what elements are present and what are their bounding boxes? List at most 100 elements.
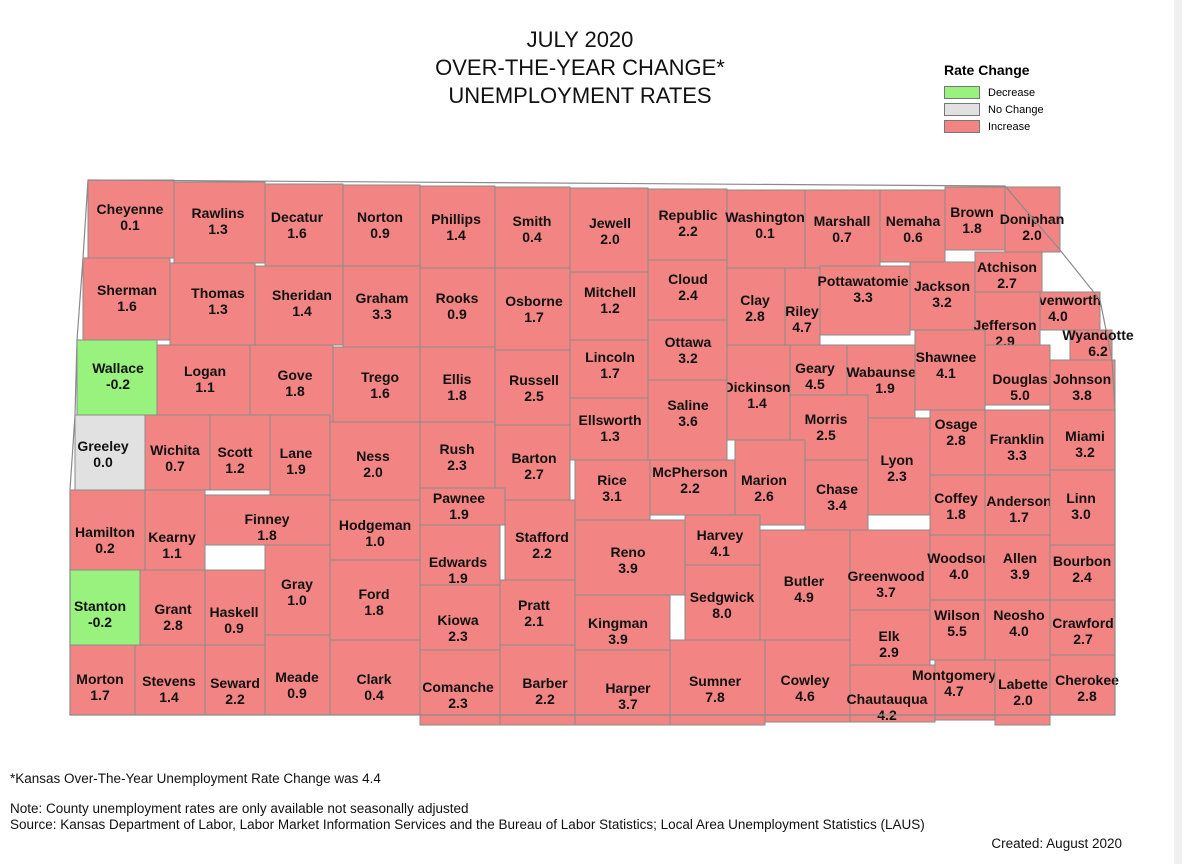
county-value-ellis: 1.8 bbox=[447, 387, 467, 403]
county-value-lincoln: 1.7 bbox=[600, 365, 620, 381]
county-name-neosho: Neosho bbox=[993, 607, 1044, 623]
county-value-montgomery: 4.7 bbox=[944, 683, 964, 699]
county-name-labette: Labette bbox=[998, 676, 1048, 692]
county-name-hamilton: Hamilton bbox=[75, 524, 135, 540]
county-value-franklin: 3.3 bbox=[1007, 447, 1027, 463]
county-name-anderson: Anderson bbox=[986, 493, 1051, 509]
county-name-rawlins: Rawlins bbox=[192, 205, 245, 221]
county-value-sumner: 7.8 bbox=[705, 689, 725, 705]
county-shape-johnson bbox=[1049, 359, 1116, 411]
county-name-elk: Elk bbox=[878, 628, 899, 644]
county-value-pawnee: 1.9 bbox=[449, 506, 469, 522]
county-value-wallace: -0.2 bbox=[106, 376, 130, 392]
county-name-wilson: Wilson bbox=[934, 607, 980, 623]
county-name-greeley: Greeley bbox=[77, 438, 129, 454]
county-value-labette: 2.0 bbox=[1013, 692, 1033, 708]
county-value-kiowa: 2.3 bbox=[448, 628, 468, 644]
county-value-ottawa: 3.2 bbox=[678, 350, 698, 366]
county-value-rice: 3.1 bbox=[602, 488, 622, 504]
county-value-crawford: 2.7 bbox=[1073, 631, 1093, 647]
county-name-cloud: Cloud bbox=[668, 271, 708, 287]
county-name-ellis: Ellis bbox=[443, 371, 472, 387]
county-value-leavenworth: 4.0 bbox=[1048, 308, 1068, 324]
legend-label-decrease: Decrease bbox=[988, 86, 1036, 99]
county-value-morris: 2.5 bbox=[816, 427, 836, 443]
county-shape-miami bbox=[1049, 409, 1116, 471]
county-shape-sherman bbox=[82, 257, 171, 341]
county-value-stafford: 2.2 bbox=[532, 545, 552, 561]
county-name-wallace: Wallace bbox=[92, 360, 144, 376]
county-value-doniphan: 2.0 bbox=[1022, 227, 1042, 243]
county-value-haskell: 0.9 bbox=[224, 620, 244, 636]
county-name-ellsworth: Ellsworth bbox=[578, 412, 641, 428]
county-shape-republic bbox=[647, 188, 728, 261]
county-name-sherman: Sherman bbox=[97, 282, 157, 298]
county-name-smith: Smith bbox=[513, 213, 552, 229]
county-name-riley: Riley bbox=[785, 303, 819, 319]
county-name-norton: Norton bbox=[357, 209, 403, 225]
county-shape-sumner bbox=[669, 639, 766, 726]
county-value-dickinson: 1.4 bbox=[747, 395, 767, 411]
county-value-lyon: 2.3 bbox=[887, 468, 907, 484]
county-name-dickinson: Dickinson bbox=[724, 379, 791, 395]
source-text: Source: Kansas Department of Labor, Labo… bbox=[10, 817, 925, 832]
county-value-comanche: 2.3 bbox=[448, 695, 468, 711]
county-value-ford: 1.8 bbox=[364, 602, 384, 618]
county-name-barton: Barton bbox=[511, 450, 556, 466]
scrollbar-track[interactable] bbox=[1174, 0, 1182, 864]
county-name-douglas: Douglas bbox=[992, 371, 1047, 387]
county-name-rooks: Rooks bbox=[436, 290, 479, 306]
county-name-kingman: Kingman bbox=[588, 615, 648, 631]
county-value-marshall: 0.7 bbox=[832, 229, 852, 245]
county-name-thomas: Thomas bbox=[191, 285, 245, 301]
county-value-ellsworth: 1.3 bbox=[600, 428, 620, 444]
county-shape-jewell bbox=[569, 187, 649, 273]
county-shape-marshall bbox=[804, 189, 881, 269]
county-shape-finney bbox=[204, 494, 331, 546]
county-name-washington: Washington bbox=[725, 209, 805, 225]
county-value-seward: 2.2 bbox=[225, 691, 245, 707]
county-name-pratt: Pratt bbox=[518, 597, 550, 613]
county-name-nemaha: Nemaha bbox=[886, 213, 941, 229]
county-name-coffey: Coffey bbox=[934, 490, 978, 506]
county-value-washington: 0.1 bbox=[755, 225, 775, 241]
county-name-clay: Clay bbox=[740, 292, 770, 308]
county-name-edwards: Edwards bbox=[429, 554, 488, 570]
county-shape-neosho bbox=[984, 599, 1051, 661]
county-value-osborne: 1.7 bbox=[524, 309, 544, 325]
county-value-hodgeman: 1.0 bbox=[365, 533, 385, 549]
county-shape-comanche bbox=[419, 649, 501, 726]
county-shape-rawlins bbox=[173, 181, 266, 264]
county-name-wabaunsee: Wabaunsee bbox=[846, 364, 923, 380]
county-name-stevens: Stevens bbox=[142, 673, 196, 689]
county-value-greeley: 0.0 bbox=[93, 454, 113, 470]
state-outline bbox=[69, 179, 1116, 716]
county-name-hodgeman: Hodgeman bbox=[339, 517, 411, 533]
county-value-greenwood: 3.7 bbox=[876, 584, 896, 600]
